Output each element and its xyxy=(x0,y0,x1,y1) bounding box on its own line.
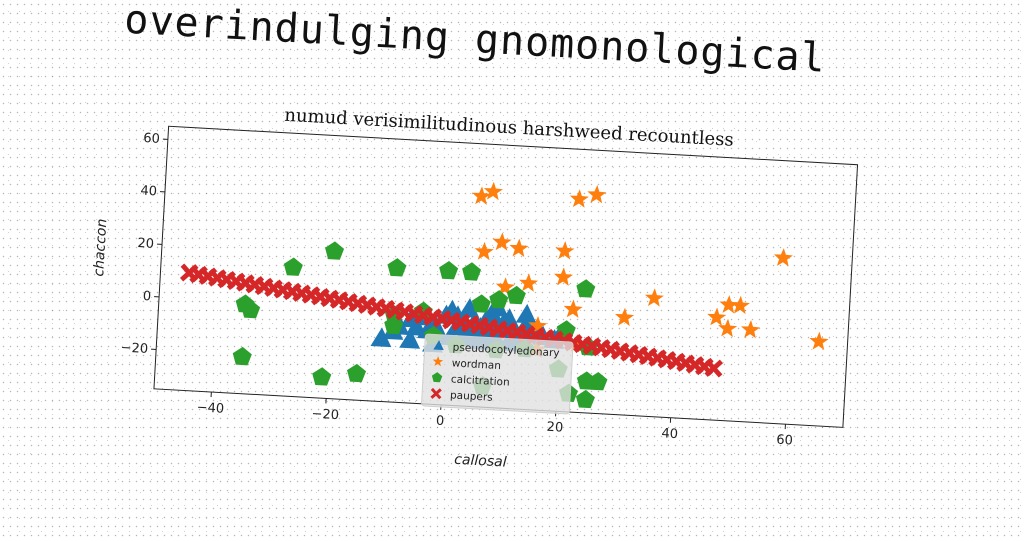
wordman-point xyxy=(587,184,607,203)
x-tick-label: 60 xyxy=(776,433,793,449)
legend-label-paupers: paupers xyxy=(450,389,493,403)
wordman-point xyxy=(809,331,829,350)
wordman-point xyxy=(483,181,503,200)
x-tick-label: −20 xyxy=(311,407,339,424)
wordman-point xyxy=(614,307,634,326)
x-tick-label: 20 xyxy=(546,420,563,436)
wordman-point xyxy=(563,299,583,318)
y-tick-label: 0 xyxy=(142,289,151,304)
calcitration-point xyxy=(462,262,482,281)
wordman-point xyxy=(474,241,494,260)
chart-title: numud verisimilitudinous harshweed recou… xyxy=(284,105,734,151)
y-axis-label: chaccon xyxy=(91,218,110,277)
wordman-point xyxy=(740,319,760,338)
calcitration-point xyxy=(324,241,344,260)
y-tick-label: 60 xyxy=(143,131,160,147)
x-tick-label: −40 xyxy=(196,400,224,417)
calcitration-point xyxy=(232,346,252,365)
calcitration-point xyxy=(346,363,366,382)
wordman-point xyxy=(518,273,538,292)
wordman-point xyxy=(555,241,575,260)
wordman-point xyxy=(644,288,664,307)
wordman-point xyxy=(509,238,529,257)
calcitration-point xyxy=(575,389,595,408)
wordman-point xyxy=(569,189,589,208)
y-tick-label: −20 xyxy=(120,340,148,357)
x-tick-label: 0 xyxy=(436,414,445,429)
calcitration-point xyxy=(439,260,459,279)
x-axis-label: callosal xyxy=(454,452,507,471)
pseudocotyledonary-point xyxy=(516,303,538,323)
calcitration-point xyxy=(387,258,407,277)
calcitration-point xyxy=(283,257,303,276)
y-tick-label: 40 xyxy=(140,184,157,200)
x-tick-label: 40 xyxy=(661,426,678,442)
calcitration-point xyxy=(312,367,332,386)
wordman-point xyxy=(773,248,793,267)
calcitration-point xyxy=(576,279,596,298)
y-tick-label: 20 xyxy=(137,236,154,252)
wordman-point xyxy=(553,267,573,286)
legend: pseudocotyledonarywordmancalcitrationpau… xyxy=(421,334,573,414)
wordman-point xyxy=(492,232,512,251)
